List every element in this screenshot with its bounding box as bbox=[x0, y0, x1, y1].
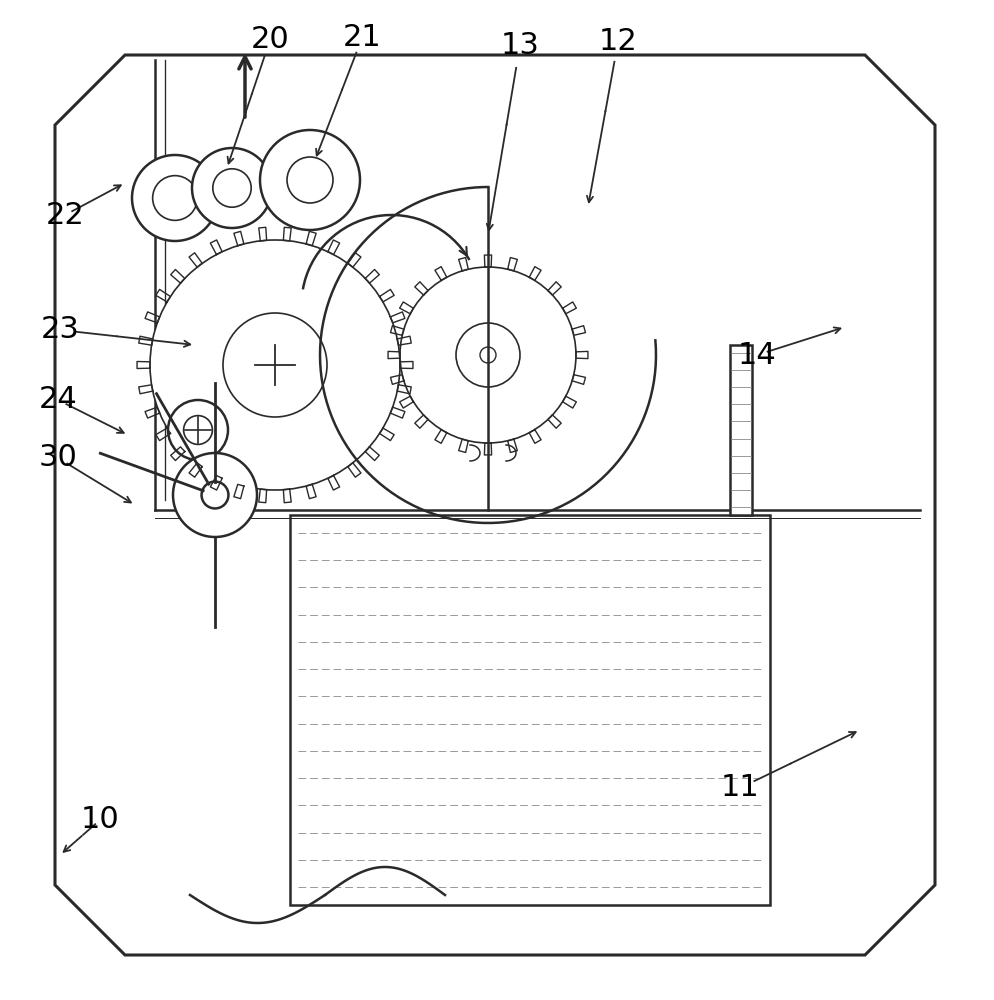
Circle shape bbox=[150, 240, 400, 490]
Text: 11: 11 bbox=[721, 774, 759, 802]
Text: 23: 23 bbox=[41, 316, 80, 344]
Circle shape bbox=[132, 155, 218, 241]
Text: 21: 21 bbox=[343, 23, 382, 52]
Text: 13: 13 bbox=[501, 30, 540, 60]
Text: 24: 24 bbox=[39, 385, 78, 414]
Bar bbox=[730, 345, 752, 515]
Circle shape bbox=[260, 130, 360, 230]
Circle shape bbox=[153, 176, 198, 220]
Bar bbox=[290, 515, 770, 905]
Circle shape bbox=[223, 313, 327, 417]
Text: 10: 10 bbox=[81, 806, 119, 834]
Circle shape bbox=[213, 169, 251, 207]
Circle shape bbox=[173, 453, 257, 537]
Text: 12: 12 bbox=[598, 27, 637, 56]
Text: 22: 22 bbox=[46, 200, 84, 230]
Circle shape bbox=[168, 400, 228, 460]
Circle shape bbox=[287, 157, 333, 203]
Circle shape bbox=[400, 267, 576, 443]
Circle shape bbox=[456, 323, 520, 387]
PathPatch shape bbox=[55, 55, 935, 955]
Circle shape bbox=[480, 347, 496, 363]
Circle shape bbox=[202, 482, 229, 508]
Text: 14: 14 bbox=[738, 340, 776, 369]
Circle shape bbox=[184, 416, 213, 444]
Text: 30: 30 bbox=[39, 444, 78, 473]
Text: 20: 20 bbox=[250, 25, 289, 54]
Circle shape bbox=[192, 148, 272, 228]
